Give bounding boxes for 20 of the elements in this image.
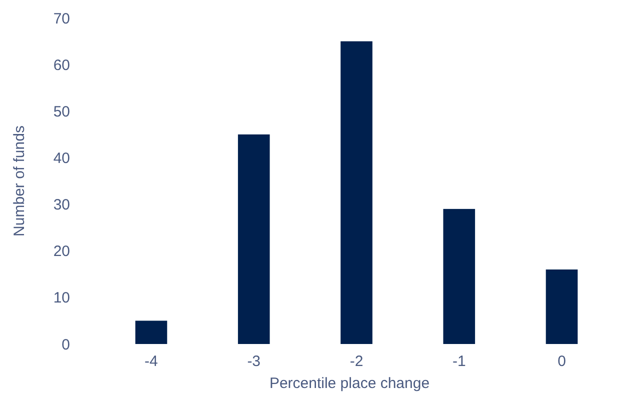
y-tick-label: 0	[62, 336, 70, 354]
bar	[443, 208, 476, 344]
x-tick-label: 0	[558, 353, 566, 370]
y-tick-label: 60	[53, 56, 70, 74]
y-tick-label: 10	[53, 290, 70, 307]
y-tick-label: 70	[53, 10, 70, 28]
x-tick-label: -1	[452, 353, 466, 370]
y-tick-label: 20	[53, 243, 70, 260]
y-tick-label: 30	[53, 196, 70, 214]
bar	[135, 320, 168, 344]
bar	[238, 134, 270, 344]
bar	[546, 269, 578, 344]
y-axis-title: Number of funds	[11, 126, 28, 236]
y-tick-label: 50	[53, 103, 70, 120]
bar	[340, 41, 372, 344]
x-axis-title: Percentile place change	[269, 375, 430, 392]
x-tick-label: -4	[144, 353, 158, 370]
x-tick-label: -2	[350, 353, 364, 370]
y-tick-label: 40	[53, 150, 70, 167]
x-tick-label: -3	[247, 353, 261, 370]
